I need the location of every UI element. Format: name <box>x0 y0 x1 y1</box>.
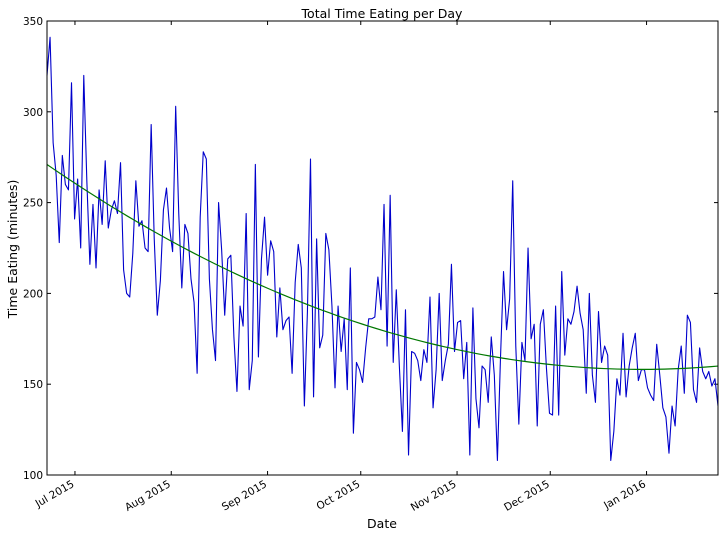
y-tick-label: 350 <box>23 16 43 28</box>
x-tick-label: Aug 2015 <box>123 478 173 514</box>
y-tick-label: 200 <box>23 288 43 300</box>
y-tick-label: 150 <box>23 379 43 391</box>
plot-frame <box>46 20 719 476</box>
y-tick-label: 100 <box>23 470 43 482</box>
x-tick-label: Jan 2016 <box>601 478 648 512</box>
y-axis-label: Time Eating (minutes) <box>5 180 20 320</box>
y-tick-label: 250 <box>23 198 43 210</box>
x-axis-label: Date <box>367 516 397 531</box>
chart-title: Total Time Eating per Day <box>301 6 464 21</box>
series-line-trend <box>46 163 719 370</box>
x-tick-label: Jul 2015 <box>33 478 77 510</box>
x-tick-label: Oct 2015 <box>314 478 362 513</box>
series-group <box>46 36 719 462</box>
x-tick-label: Nov 2015 <box>409 478 459 514</box>
y-tick-label: 300 <box>23 107 43 119</box>
series-line-daily-time <box>46 36 719 462</box>
x-tick-label: Dec 2015 <box>502 478 552 514</box>
x-tick-label: Sep 2015 <box>220 478 269 513</box>
